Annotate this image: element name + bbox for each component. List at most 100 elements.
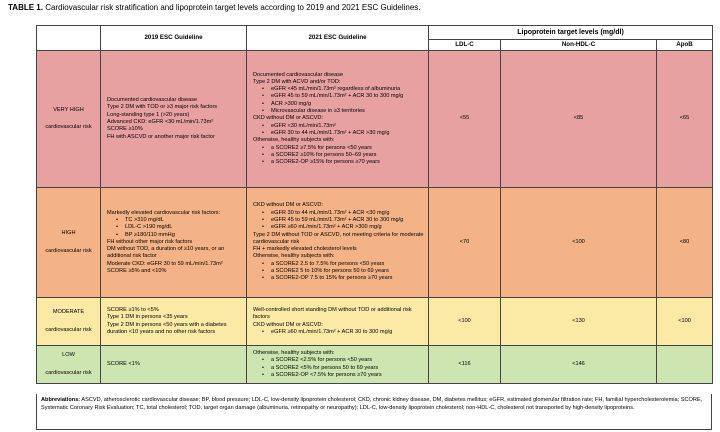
very-high-2019-line: Documented cardiovascular disease <box>107 97 198 104</box>
category-very-high: VERY HIGH cardiovascular risk <box>36 50 101 188</box>
high-2019-line: Markedly elevated cardiovascular risk fa… <box>107 209 221 216</box>
high-2021-list: a SCORE2 2.5 to 7.5% for persons <50 yea… <box>253 261 425 283</box>
category-very-high-label: VERY HIGH <box>53 106 84 113</box>
table-caption-label: TABLE 1. <box>8 3 43 12</box>
list-item: eGFR ≥60 mL/min/1.73m² + ACR 30 to 300 m… <box>253 329 425 337</box>
very-high-non-hdl: <85 <box>500 50 657 188</box>
list-item: a SCORE2 5 to 10% for persons 50 to 69 y… <box>253 268 425 276</box>
list-item: TC >310 mg/dL <box>107 217 243 225</box>
row-low: LOW cardiovascular risk SCORE <1% Otherw… <box>36 345 714 384</box>
very-high-2021-line: CKD without DM or ASCVD: <box>253 115 323 122</box>
high-2019-list: TC >310 mg/dL LDL-C >190 mg/dL BP ≥180/1… <box>107 217 243 239</box>
list-item: a SCORE2 ≥10% for persons 50–69 years <box>253 152 425 160</box>
category-very-high-sub: cardiovascular risk <box>45 124 92 130</box>
high-2021-line: FH + markedly elevated cholesterol level… <box>253 246 357 253</box>
list-item: a SCORE2-OP <7.5% for persons ≥70 years <box>253 372 425 380</box>
list-item: a SCORE2-OP 7.5 to 15% for persons ≥70 y… <box>253 275 425 283</box>
list-item: eGFR 30 to 44 mL/min/1.73m² + ACR <30 mg… <box>253 210 425 218</box>
low-2021: Otherwise, healthy subjects with: a SCOR… <box>246 345 429 384</box>
moderate-2019-line: Type 1 DM in persons <35 years <box>107 314 188 321</box>
high-2021: CKD without DM or ASCVD: eGFR 30 to 44 m… <box>246 187 429 298</box>
header-row-top: 2019 ESC Guideline 2021 ESC Guideline Li… <box>36 25 714 51</box>
list-item: eGFR ≥60 mL/min/1.73m² + ACR >300 mg/g <box>253 224 425 232</box>
category-low: LOW cardiovascular risk <box>36 345 101 384</box>
list-item: a SCORE2 <5% for persons 50 to 69 years <box>253 365 425 373</box>
very-high-2019-line: Type 2 DM with TOD or ≥3 major risk fact… <box>107 104 218 111</box>
high-ldl: <70 <box>428 187 501 298</box>
list-item: a SCORE2 2.5 to 7.5% for persons <50 yea… <box>253 261 425 269</box>
moderate-2019: SCORE ≥1% to <5% Type 1 DM in persons <3… <box>100 297 247 346</box>
list-item: ACR >300 mg/g <box>253 101 425 109</box>
list-item: eGFR 45 to 59 mL/min/1.73m² + ACR 30 to … <box>253 217 425 225</box>
category-high: HIGH cardiovascular risk <box>36 187 101 298</box>
list-item: eGFR 30 to 44 mL/min/1.73m² + ACR >30 mg… <box>253 130 425 138</box>
moderate-2019-line: Type 2 DM in persons <50 years with a di… <box>107 321 227 335</box>
very-high-2019-line: Long-standing type 1 (>20 years) <box>107 111 190 118</box>
moderate-2021: Well-controlled short standing DM withou… <box>246 297 429 346</box>
low-apob <box>655 345 714 384</box>
very-high-apob: <65 <box>655 50 714 188</box>
moderate-2021-line: Well-controlled short standing DM withou… <box>253 306 412 321</box>
category-moderate: MODERATE cardiovascular risk <box>36 297 101 346</box>
low-2019-line: SCORE <1% <box>107 360 140 367</box>
very-high-2021-line: Documented cardiovascular disease <box>253 71 344 78</box>
category-moderate-label: MODERATE <box>52 309 85 316</box>
very-high-2021-line: Type 2 DM with ACVD and/or TOD: <box>253 78 341 85</box>
header-2021: 2021 ESC Guideline <box>246 25 429 51</box>
row-moderate: MODERATE cardiovascular risk SCORE ≥1% t… <box>36 297 714 346</box>
very-high-2021-line: Otherwise, healthy subjects with: <box>253 137 335 144</box>
list-item: eGFR 45 to 59 mL/min/1.73m² + ACR 30 to … <box>253 93 425 101</box>
high-2021-line: Type 2 DM without TOD or ASCVD, not meet… <box>253 231 424 245</box>
very-high-2019: Documented cardiovascular disease Type 2… <box>100 50 247 188</box>
high-2019: Markedly elevated cardiovascular risk fa… <box>100 187 247 298</box>
table-caption-text: Cardiovascular risk stratification and l… <box>42 3 421 12</box>
high-2021-list: eGFR 30 to 44 mL/min/1.73m² + ACR <30 mg… <box>253 210 425 232</box>
high-apob: <80 <box>655 187 714 298</box>
abbreviations-text: ASCVD, atherosclerotic cardiovascular di… <box>41 397 703 411</box>
moderate-2019-line: SCORE ≥1% to <5% <box>107 306 159 313</box>
list-item: a SCORE2 ≥7.5% for persons <50 years <box>253 145 425 153</box>
high-2019-line: Moderate CKD: eGFR 30 to 59 mL/min/1.73m… <box>107 260 223 267</box>
row-very-high: VERY HIGH cardiovascular risk Documented… <box>36 50 714 188</box>
category-high-label: HIGH <box>61 230 76 237</box>
high-2021-line: CKD without DM or ASCVD: <box>253 202 323 209</box>
low-2019: SCORE <1% <box>100 345 247 384</box>
list-item: Microvascular disease in ≥3 territories <box>253 108 425 116</box>
very-high-2019-line: Advanced CKD: eGFR <30 mL/min/1.73m² <box>107 119 214 125</box>
very-high-2021-list: eGFR <45 mL/min/1.73m² regardless of alb… <box>253 86 425 115</box>
moderate-2021-list: eGFR ≥60 mL/min/1.73m² + ACR 30 to 300 m… <box>253 329 425 337</box>
abbreviations-footnote: Abbreviations: ASCVD, atherosclerotic ca… <box>36 394 712 430</box>
list-item: BP ≥180/110 mmHg <box>107 232 243 240</box>
header-row-bottom: LDL-C Non-HDL-C ApoB <box>37 39 714 51</box>
low-2021-list: a SCORE2 <2.5% for persons <50 years a S… <box>253 357 425 379</box>
category-moderate-sub: cardiovascular risk <box>45 326 92 333</box>
header-non-hdl: Non-HDL-C <box>500 39 657 51</box>
very-high-2019-line: FH with ASCVD or another major risk fact… <box>107 133 215 140</box>
high-2019-line: SCORE ≥5% and <10% <box>107 268 167 275</box>
high-2019-line: FH without other major risk factors <box>107 238 193 245</box>
moderate-2021-line: CKD without DM or ASCVD: <box>253 321 323 328</box>
very-high-2021-list: a SCORE2 ≥7.5% for persons <50 years a S… <box>253 145 425 167</box>
low-2021-line: Otherwise, healthy subjects with: <box>253 349 335 356</box>
table-caption: TABLE 1. Cardiovascular risk stratificat… <box>8 3 712 13</box>
header-apob: ApoB <box>655 39 714 51</box>
header-lipoprotein-group: Lipoprotein target levels (mg/dl) <box>427 25 714 40</box>
low-non-hdl: <146 <box>500 345 657 384</box>
list-item: a SCORE2 <2.5% for persons <50 years <box>253 357 425 365</box>
moderate-apob: <100 <box>655 297 714 346</box>
low-ldl: <116 <box>428 345 501 384</box>
row-high: HIGH cardiovascular risk Markedly elevat… <box>36 187 714 298</box>
moderate-ldl: <100 <box>428 297 501 346</box>
high-non-hdl: <100 <box>500 187 657 298</box>
list-item: eGFR <45 mL/min/1.73m² regardless of alb… <box>253 86 425 94</box>
category-low-sub: cardiovascular risk <box>45 369 92 376</box>
risk-table: 2019 ESC Guideline 2021 ESC Guideline Li… <box>36 25 714 384</box>
high-2019-line: DM without TOD, a duration of ≥10 years,… <box>107 246 225 260</box>
category-low-label: LOW <box>62 352 75 359</box>
very-high-2021-list: eGFR <30 mL/min/1.73m² eGFR 30 to 44 mL/… <box>253 123 425 138</box>
header-blank <box>36 25 101 51</box>
moderate-non-hdl: <130 <box>500 297 657 346</box>
very-high-2019-line: SCORE ≥10% <box>107 126 143 133</box>
list-item: LDL-C >190 mg/dL <box>107 224 243 232</box>
abbreviations-label: Abbreviations: <box>41 397 81 403</box>
